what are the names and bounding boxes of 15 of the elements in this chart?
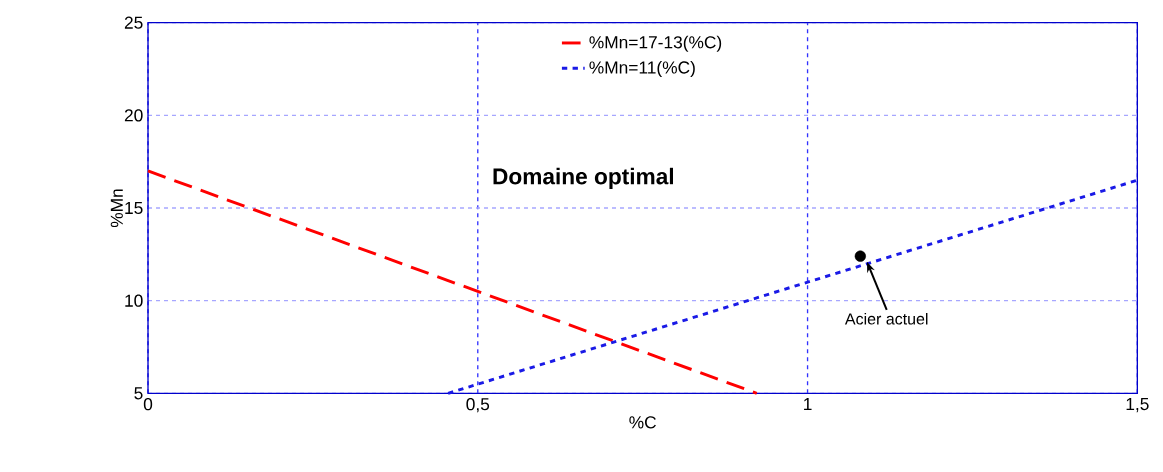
x-tick-label: 0 — [143, 398, 153, 411]
y-axis-title: %Mn — [110, 189, 123, 228]
y-tick-label: 15 — [125, 201, 143, 215]
y-tick-label: 5 — [134, 387, 143, 400]
annotation: Acier actuel — [844, 312, 928, 325]
x-tick-label: 1 — [804, 398, 812, 410]
y-tick-label: 10 — [125, 294, 143, 307]
x-tick-label: 1,5 — [1126, 398, 1149, 413]
legend-label: %Mn=17-13(%C) — [589, 35, 722, 52]
annotation: Domaine optimal — [493, 167, 673, 189]
legend-label: %Mn=11(%C) — [589, 60, 695, 78]
y-tick-label: 20 — [124, 109, 143, 122]
y-tick-label: 25 — [124, 16, 143, 29]
x-tick-label: 0,5 — [466, 398, 490, 413]
x-axis-title: %C — [629, 416, 656, 429]
